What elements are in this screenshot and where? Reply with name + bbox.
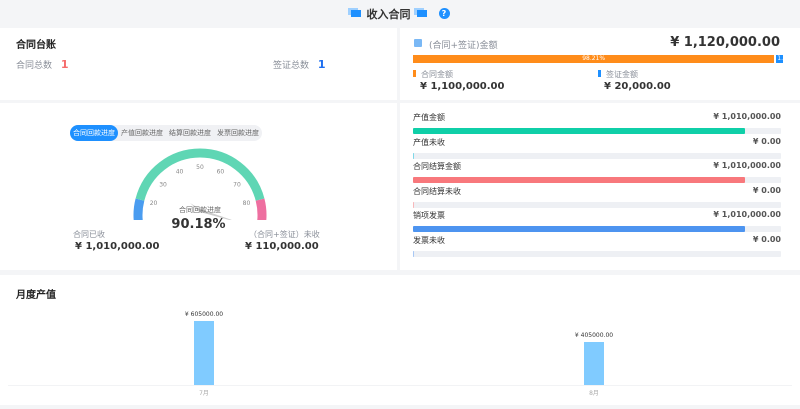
progress-fill	[413, 251, 415, 257]
total-amount-card: (合同+签证)金额 ¥ 1,120,000.00 98.21% 1. 合同金额 …	[400, 28, 800, 100]
gauge-tick-label: 60	[217, 169, 225, 176]
received-value: ¥ 1,010,000.00	[75, 241, 160, 252]
progress-value: ¥ 1,010,000.00	[713, 210, 781, 220]
received-label: 合同已收	[73, 230, 105, 239]
progress-label: 产值未收	[413, 137, 445, 147]
total-value: ¥ 1,120,000.00	[670, 35, 780, 50]
bar-data-label: ¥ 605000.00	[184, 311, 224, 318]
progress-row: 发票未收 ¥ 0.00	[413, 235, 781, 257]
contract-legend-marker	[413, 70, 416, 77]
visa-count-label: 签证总数	[273, 61, 310, 71]
progress-bar	[413, 177, 781, 184]
progress-label: 发票未收	[413, 236, 445, 245]
x-tick-label: 8月	[589, 390, 599, 397]
progress-label: 合同结算未收	[413, 186, 461, 196]
gauge-tabs: 合同回款进度 产值回款进度 结算回款进度 发票回款进度	[70, 125, 262, 141]
ratio-bar: 98.21% 1.	[413, 55, 783, 63]
contract-count-value: 1	[60, 58, 69, 71]
visa-amount-label: 签证金额	[606, 70, 638, 79]
tab-contract-collection[interactable]: 合同回款进度	[70, 125, 118, 141]
unreceived-label: （合同+签证）未收	[249, 230, 320, 239]
gauge-tick-label: 70	[233, 181, 241, 188]
gauge-tick-label: 50	[196, 164, 204, 171]
page-title: 收入合同	[366, 7, 411, 21]
tab-output-collection[interactable]: 产值回款进度	[121, 129, 163, 137]
progress-value: ¥ 0.00	[752, 185, 781, 195]
progress-fill	[413, 226, 745, 233]
contract-count: 合同总数 1	[16, 58, 69, 71]
gauge-band-low	[133, 198, 145, 220]
tab-invoice-collection[interactable]: 发票回款进度	[217, 129, 259, 137]
progress-fill	[413, 152, 415, 159]
progress-value: ¥ 1,010,000.00	[713, 112, 781, 121]
unreceived-value: ¥ 110,000.00	[245, 241, 319, 252]
progress-row: 合同结算未收 ¥ 0.00	[413, 186, 781, 208]
visa-amount-value: ¥ 20,000.00	[604, 81, 671, 92]
contract-amount-label: 合同金额	[421, 70, 453, 79]
total-label: (合同+签证)金额	[429, 41, 498, 51]
progress-value: ¥ 0.00	[752, 235, 781, 244]
ledger-card: 合同台账 合同总数 1 签证总数 1	[0, 28, 397, 100]
progress-bar	[413, 226, 781, 233]
progress-bar	[413, 201, 781, 208]
gauge-chart: 0102030405060708090100合同回款进度	[133, 148, 267, 220]
visa-ratio-fill: 1.	[776, 55, 783, 63]
progress-row: 产值未收 ¥ 0.00	[413, 137, 781, 159]
monthly-output-card: 月度产值	[0, 275, 800, 405]
progress-label: 销项发票	[413, 211, 445, 221]
gauge-name: 合同回款进度	[179, 205, 221, 214]
progress-row: 产值金额 ¥ 1,010,000.00	[413, 112, 781, 134]
bar-2[interactable]	[584, 342, 604, 385]
gauge-band-mid	[135, 148, 265, 201]
gauge-tick-label: 20	[150, 200, 158, 207]
bar-data-label: ¥ 405000.00	[574, 332, 614, 340]
gauge-tick-label: 80	[243, 200, 251, 207]
progress-fill	[413, 201, 415, 208]
gauge-band-high	[255, 198, 267, 220]
progress-bar	[413, 152, 781, 159]
progress-fill	[413, 177, 745, 184]
tab-settlement-collection[interactable]: 结算回款进度	[169, 129, 211, 137]
progress-bar	[413, 251, 781, 257]
progress-value: ¥ 0.00	[752, 136, 781, 146]
progress-fill	[413, 128, 745, 134]
gauge-tick-label: 40	[176, 169, 184, 176]
gauge-value: 90.18%	[171, 217, 226, 232]
contract-count-label: 合同总数	[16, 61, 53, 71]
progress-label: 产值金额	[413, 113, 445, 122]
visa-legend-marker	[598, 70, 601, 77]
contract-amount-value: ¥ 1,100,000.00	[420, 81, 505, 92]
contract-ratio-fill: 98.21%	[413, 55, 775, 63]
progress-bar	[413, 128, 781, 134]
gauge-tick-label: 30	[159, 181, 167, 188]
progress-row: 合同结算金额 ¥ 1,010,000.00	[413, 161, 781, 184]
progress-label: 合同结算金额	[413, 162, 461, 172]
folder-icon	[416, 10, 427, 17]
x-tick-label: 7月	[199, 390, 209, 397]
visa-count: 签证总数 1	[273, 58, 326, 71]
progress-value: ¥ 1,010,000.00	[713, 161, 781, 171]
help-icon[interactable]: ?	[438, 8, 450, 19]
ledger-title: 合同台账	[16, 40, 56, 51]
folder-icon	[350, 10, 361, 17]
page-header: 收入合同 ?	[0, 0, 800, 27]
monthly-title: 月度产值	[16, 290, 56, 301]
bar-1[interactable]	[194, 321, 214, 385]
x-axis-line	[8, 385, 792, 386]
filter-icon	[414, 39, 422, 47]
progress-row: 销项发票 ¥ 1,010,000.00	[413, 210, 781, 233]
visa-count-value: 1	[317, 58, 326, 71]
